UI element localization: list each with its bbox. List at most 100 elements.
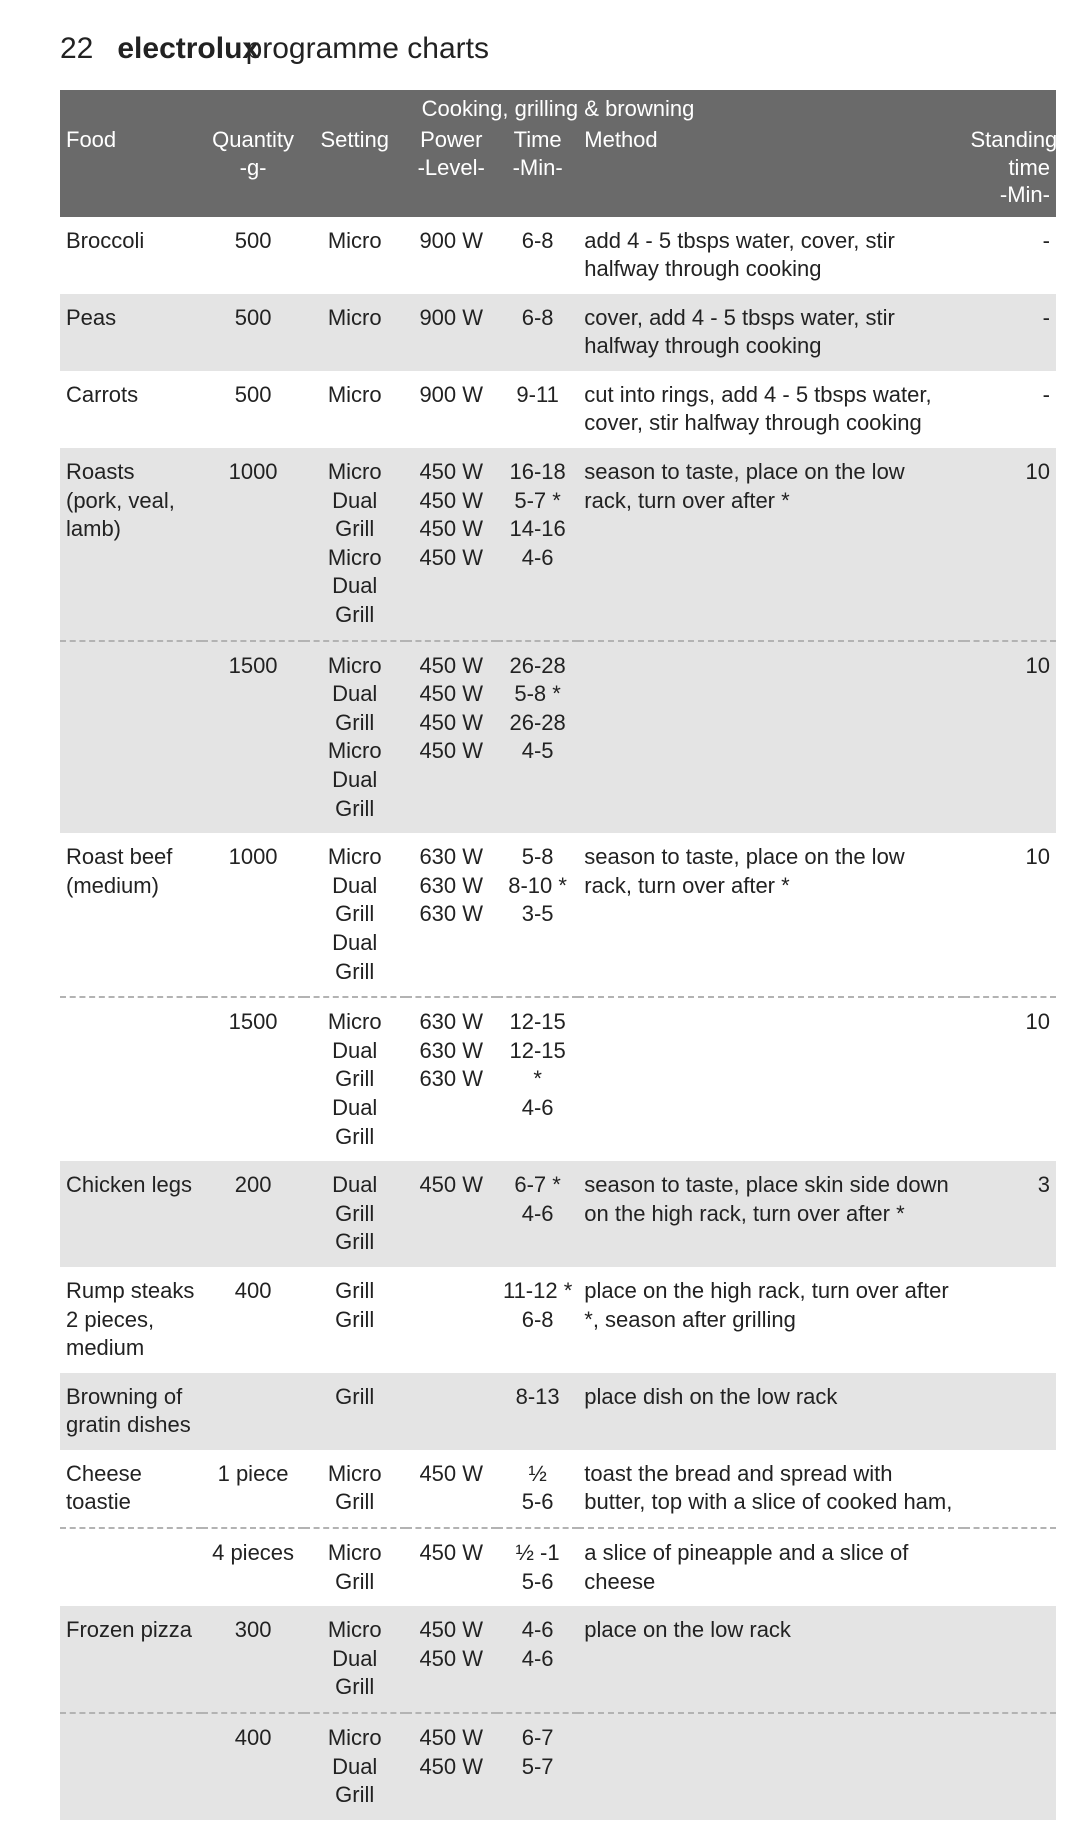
cell-setting: Dual GrillGrill xyxy=(304,1161,406,1267)
cell-setting: MicroGrill xyxy=(304,1528,406,1606)
cell-setting: Grill xyxy=(304,1373,406,1450)
cell-setting: MicroDual Grill xyxy=(304,1606,406,1713)
cell-qty: 1500 xyxy=(202,641,304,834)
table-row: 1500MicroDual GrillMicroDual Grill450 W4… xyxy=(60,641,1056,834)
cell-power: 450 W450 W450 W450 W xyxy=(406,448,497,641)
cell-food: Roast beef(medium) xyxy=(60,833,202,997)
table-section-title: Cooking, grilling & browning xyxy=(60,90,1056,124)
cell-setting: GrillGrill xyxy=(304,1267,406,1373)
table-header-row: Food Quantity-g- Setting Power-Level- Ti… xyxy=(60,124,1056,217)
cell-power: 450 W xyxy=(406,1528,497,1606)
cell-time: 26-285-8 *26-284-5 xyxy=(497,641,578,834)
cell-standing xyxy=(964,1713,1056,1820)
table-row: Cheesetoastie1 pieceMicroGrill450 W½5-6t… xyxy=(60,1450,1056,1528)
cell-method xyxy=(578,997,964,1161)
cell-qty: 500 xyxy=(202,217,304,294)
cell-food: Broccoli xyxy=(60,217,202,294)
cell-power: 900 W xyxy=(406,294,497,371)
cell-time: 11-12 *6-8 xyxy=(497,1267,578,1373)
cell-qty: 1500 xyxy=(202,997,304,1161)
table-row: Broccoli500Micro900 W6-8add 4 - 5 tbsps … xyxy=(60,217,1056,294)
col-standing: Standingtime-Min- xyxy=(964,124,1056,217)
cell-setting: MicroGrill xyxy=(304,1450,406,1528)
cell-time: 6-7 *4-6 xyxy=(497,1161,578,1267)
table-row: Frozen pizza300MicroDual Grill450 W450 W… xyxy=(60,1606,1056,1713)
cell-time: ½ -15-6 xyxy=(497,1528,578,1606)
table-row: 1500MicroDual GrillDual Grill630 W630 W6… xyxy=(60,997,1056,1161)
cell-method: season to taste, place on the low rack, … xyxy=(578,448,964,641)
cell-qty: 500 xyxy=(202,294,304,371)
table-row: Chicken legs200Dual GrillGrill450 W6-7 *… xyxy=(60,1161,1056,1267)
cell-method: cut into rings, add 4 - 5 tbsps water, c… xyxy=(578,371,964,448)
table-row: Carrots500Micro900 W9-11cut into rings, … xyxy=(60,371,1056,448)
cell-method: a slice of pineapple and a slice of chee… xyxy=(578,1528,964,1606)
cell-qty: 1 piece xyxy=(202,1450,304,1528)
page-title: electrolux programme charts xyxy=(117,32,489,66)
cell-food: Browning ofgratin dishes xyxy=(60,1373,202,1450)
cell-method: cover, add 4 - 5 tbsps water, stir halfw… xyxy=(578,294,964,371)
table-row: Rump steaks2 pieces,medium400GrillGrill1… xyxy=(60,1267,1056,1373)
cell-food: Frozen pizza xyxy=(60,1606,202,1713)
col-food: Food xyxy=(60,124,202,217)
cell-qty: 1000 xyxy=(202,448,304,641)
cooking-table: Cooking, grilling & browning Food Quanti… xyxy=(60,90,1056,1820)
cell-setting: MicroDual Grill xyxy=(304,1713,406,1820)
table-row: Roast beef(medium)1000MicroDual GrillDua… xyxy=(60,833,1056,997)
cell-method xyxy=(578,641,964,834)
cell-power xyxy=(406,1373,497,1450)
cell-food xyxy=(60,1713,202,1820)
cell-power: 450 W xyxy=(406,1161,497,1267)
table-row: Browning ofgratin dishes Grill 8-13place d… xyxy=(60,1373,1056,1450)
cell-power: 630 W630 W630 W xyxy=(406,833,497,997)
cell-food: Chicken legs xyxy=(60,1161,202,1267)
cell-method: place on the high rack, turn over after … xyxy=(578,1267,964,1373)
cell-time: 5-88-10 *3-5 xyxy=(497,833,578,997)
col-method: Method xyxy=(578,124,964,217)
cell-time: 8-13 xyxy=(497,1373,578,1450)
cell-time: 16-185-7 *14-164-6 xyxy=(497,448,578,641)
cell-time: 6-8 xyxy=(497,217,578,294)
cell-time: 6-8 xyxy=(497,294,578,371)
cell-food xyxy=(60,1528,202,1606)
cell-food: Peas xyxy=(60,294,202,371)
cell-standing: 10 xyxy=(964,448,1056,641)
cell-setting: MicroDual GrillDual Grill xyxy=(304,833,406,997)
cell-standing: 10 xyxy=(964,833,1056,997)
cell-qty: 4 pieces xyxy=(202,1528,304,1606)
cell-qty: 200 xyxy=(202,1161,304,1267)
col-qty: Quantity-g- xyxy=(202,124,304,217)
cell-power: 450 W450 W xyxy=(406,1713,497,1820)
cell-method: place dish on the low rack xyxy=(578,1373,964,1450)
cell-power: 450 W450 W450 W450 W xyxy=(406,641,497,834)
title-rest: programme charts xyxy=(246,32,489,65)
cell-qty: 1000 xyxy=(202,833,304,997)
cell-setting: MicroDual GrillDual Grill xyxy=(304,997,406,1161)
cell-standing xyxy=(964,1373,1056,1450)
cell-qty: 300 xyxy=(202,1606,304,1713)
cell-standing: 10 xyxy=(964,641,1056,834)
cell-time: 4-64-6 xyxy=(497,1606,578,1713)
cell-time: 6-75-7 xyxy=(497,1713,578,1820)
cell-method: place on the low rack xyxy=(578,1606,964,1713)
cell-power: 630 W630 W630 W xyxy=(406,997,497,1161)
cell-food: Cheesetoastie xyxy=(60,1450,202,1528)
cell-method: toast the bread and spread with butter, … xyxy=(578,1450,964,1528)
cell-setting: MicroDual GrillMicroDual Grill xyxy=(304,448,406,641)
cell-setting: MicroDual GrillMicroDual Grill xyxy=(304,641,406,834)
cell-time: ½5-6 xyxy=(497,1450,578,1528)
cell-standing: - xyxy=(964,371,1056,448)
cell-standing xyxy=(964,1267,1056,1373)
cell-food: Roasts(pork, veal,lamb) xyxy=(60,448,202,641)
table-row: 4 piecesMicroGrill450 W½ -15-6a slice of… xyxy=(60,1528,1056,1606)
cell-standing: - xyxy=(964,294,1056,371)
cell-qty: 400 xyxy=(202,1713,304,1820)
cell-time: 9-11 xyxy=(497,371,578,448)
table-row: Peas500Micro900 W6-8cover, add 4 - 5 tbs… xyxy=(60,294,1056,371)
cell-qty xyxy=(202,1373,304,1450)
cell-power: 900 W xyxy=(406,217,497,294)
cell-method: season to taste, place on the low rack, … xyxy=(578,833,964,997)
page-header: 22 electrolux programme charts xyxy=(60,32,1056,66)
col-power: Power-Level- xyxy=(406,124,497,217)
cell-power: 900 W xyxy=(406,371,497,448)
col-setting: Setting xyxy=(304,124,406,217)
